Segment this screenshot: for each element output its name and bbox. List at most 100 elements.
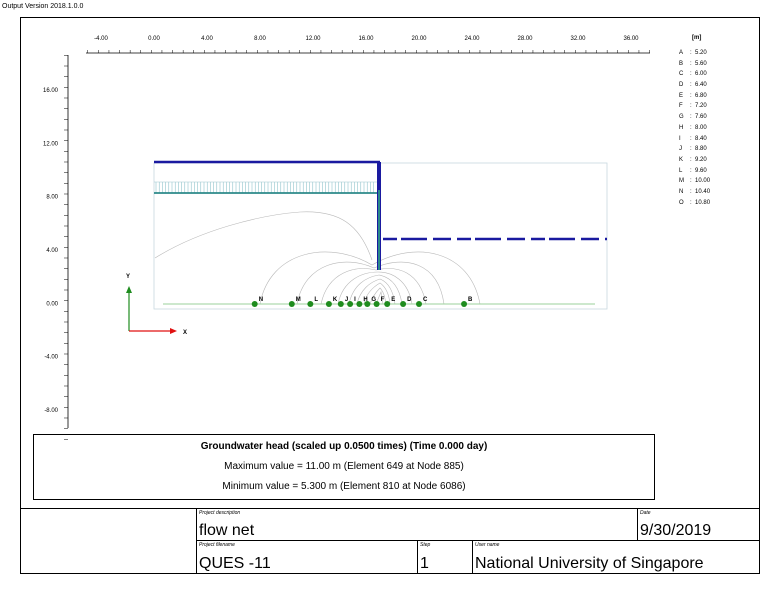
date-cell: Date 9/30/2019 (637, 508, 760, 541)
y-tick-label: -4.00 (44, 355, 58, 361)
result-box: Groundwater head (scaled up 0.0500 times… (33, 434, 655, 500)
legend-row: D: 6.40 (679, 82, 710, 93)
legend-value: 9.60 (695, 167, 707, 174)
legend-row: N: 10.40 (679, 189, 710, 200)
y-tick-label: 0.00 (46, 301, 58, 307)
legend-value: 10.00 (695, 178, 711, 185)
legend-key: E (679, 92, 684, 99)
contour-marker (384, 301, 391, 307)
contour-marker-label: L (314, 297, 318, 303)
legend-key: F (679, 103, 683, 110)
contour-marker (461, 301, 468, 307)
x-tick-label: 8.00 (254, 36, 266, 42)
project-filename-label: Project filename (199, 542, 235, 548)
x-arrow-head (170, 328, 177, 334)
project-filename-value: QUES -11 (199, 555, 271, 572)
min-value-line: Minimum value = 5.300 m (Element 810 at … (222, 481, 466, 492)
max-value-line: Maximum value = 11.00 m (Element 649 at … (224, 461, 464, 472)
contour-marker (307, 301, 314, 307)
step-value: 1 (420, 555, 429, 572)
legend-key: A (679, 50, 684, 56)
legend-row: C: 6.00 (679, 71, 710, 82)
contour-marker (400, 301, 407, 307)
step-cell: Step 1 (417, 540, 473, 574)
contour-marker (364, 301, 371, 307)
legend-row: F: 7.20 (679, 103, 710, 114)
legend-separator: : (690, 103, 696, 110)
contour-marker-label: N (259, 297, 263, 303)
legend-value: 8.40 (695, 135, 707, 142)
legend-value: 10.40 (695, 188, 711, 195)
project-description-label: Project description (199, 510, 241, 516)
legend-value: 7.20 (695, 103, 707, 110)
legend-key: L (679, 167, 683, 174)
legend-value: 7.60 (695, 114, 707, 121)
legend-key: B (679, 60, 684, 67)
x-tick-label: -4.00 (94, 36, 108, 42)
legend-separator: : (690, 50, 696, 56)
step-label: Step (420, 542, 431, 548)
legend-row: A: 5.20 (679, 50, 710, 61)
legend-value: 10.80 (695, 199, 711, 206)
x-tick-label: 20.00 (411, 36, 427, 42)
contour-marker (325, 301, 332, 307)
contour-marker-label: D (407, 297, 412, 303)
y-arrow-head (126, 286, 132, 293)
legend-key: G (679, 114, 684, 121)
legend-separator: : (690, 156, 696, 163)
unit-label: [m] (692, 35, 702, 41)
contour-marker-label: E (391, 297, 395, 303)
legend-key: K (679, 156, 684, 163)
legend-separator: : (690, 82, 696, 89)
legend-value: 6.80 (695, 92, 707, 99)
legend-separator: : (690, 71, 696, 78)
y-tick-label: 12.00 (43, 141, 59, 147)
legend-key: H (679, 124, 684, 131)
legend-value: 5.60 (695, 60, 707, 67)
flow-lines (154, 211, 481, 305)
date-label: Date (640, 510, 651, 516)
legend-row: K: 9.20 (679, 157, 710, 168)
legend-separator: : (690, 178, 696, 185)
legend-key: J (679, 146, 682, 153)
legend-separator: : (690, 146, 696, 153)
project-description-cell: Project description flow net (196, 508, 638, 541)
x-tick-label: 0.00 (148, 36, 160, 42)
date-value: 9/30/2019 (640, 522, 712, 539)
y-tick-label: 8.00 (46, 195, 58, 201)
legend-row: M: 10.00 (679, 178, 710, 189)
x-tick-label: 24.00 (464, 36, 480, 42)
x-tick-label: 28.00 (517, 36, 533, 42)
legend-value: 6.00 (695, 71, 707, 78)
legend-row: L: 9.60 (679, 168, 710, 179)
legend-separator: : (690, 114, 696, 121)
x-tick-label: 16.00 (358, 36, 374, 42)
contour-marker (347, 301, 354, 307)
legend-key: I (679, 135, 681, 142)
legend-key: C (679, 71, 684, 78)
legend-value: 9.20 (695, 156, 707, 163)
water-table-hatching (155, 182, 374, 193)
project-filename-cell: Project filename QUES -11 (196, 540, 418, 574)
contour-legend: A: 5.20 B: 5.60 C: 6.00 D: 6.40 E: 6.80 F: 7.… (679, 50, 710, 210)
legend-row: H: 8.00 (679, 125, 710, 136)
contour-marker-label: I (354, 297, 356, 303)
contour-marker (356, 301, 363, 307)
legend-value: 5.20 (695, 50, 707, 56)
legend-separator: : (690, 135, 696, 142)
x-tick-label: 32.00 (570, 36, 586, 42)
legend-value: 8.00 (695, 124, 707, 131)
y-tick-label: -8.00 (44, 408, 58, 414)
legend-row: G: 7.60 (679, 114, 710, 125)
contour-marker-label: M (296, 297, 301, 303)
x-axis-symbol: X (183, 330, 187, 336)
legend-separator: : (690, 167, 696, 174)
contour-marker-label: K (333, 297, 338, 303)
legend-separator: : (690, 92, 696, 99)
contour-marker-label: J (345, 297, 348, 303)
legend-key: N (679, 188, 684, 195)
x-tick-label: 4.00 (201, 36, 213, 42)
legend-key: D (679, 82, 684, 89)
